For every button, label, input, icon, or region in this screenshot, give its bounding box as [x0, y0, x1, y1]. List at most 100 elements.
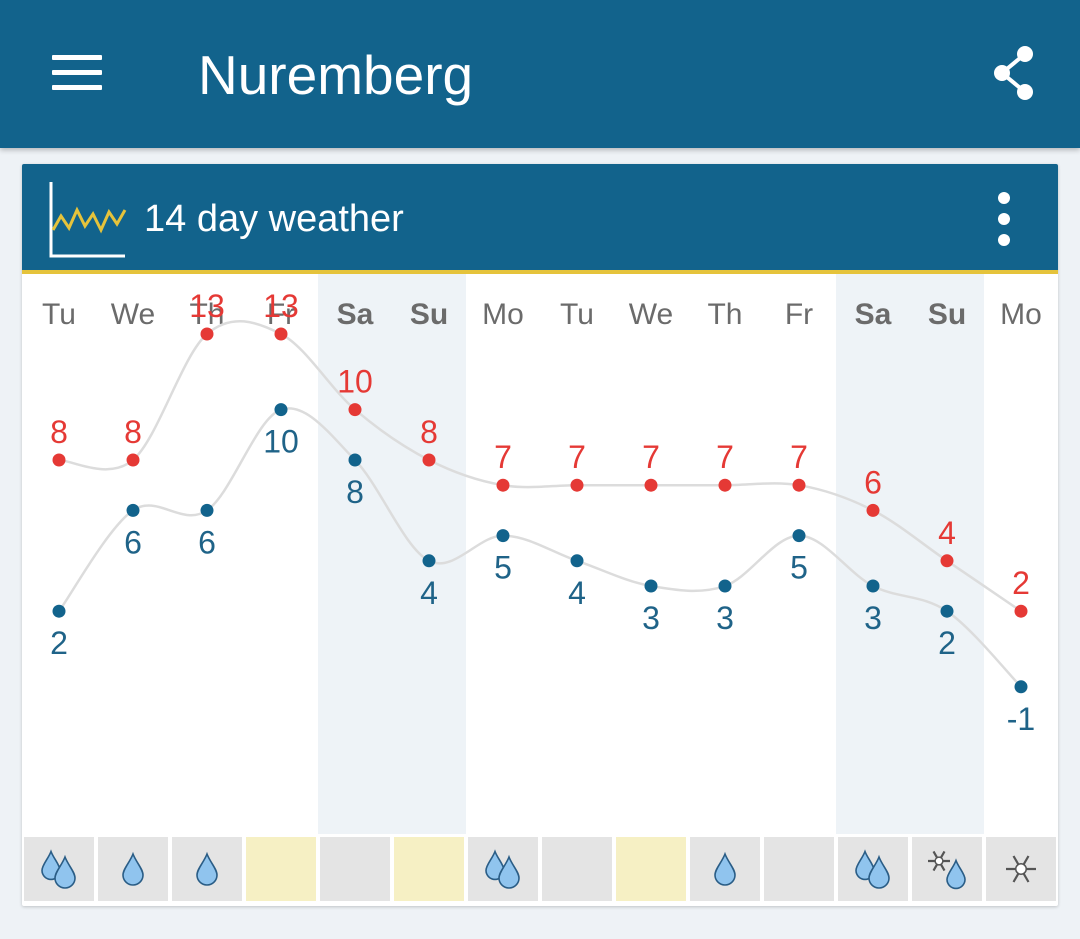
high-temp-point	[348, 403, 362, 417]
high-temp-point	[718, 478, 732, 492]
high-temp-point	[52, 453, 66, 467]
line-chart-icon	[47, 180, 127, 260]
low-temp-point	[792, 529, 806, 543]
high-temp-point	[866, 503, 880, 517]
high-temp-point	[274, 327, 288, 341]
high-temp-label: 2	[1012, 565, 1030, 601]
day-label: Tu	[42, 298, 76, 331]
day-label: Th	[707, 298, 742, 331]
low-temp-label: 2	[938, 625, 956, 661]
day-label: Fr	[267, 298, 295, 331]
high-temp-label: 13	[189, 288, 225, 324]
high-temp-point	[1014, 604, 1028, 618]
high-temp-label: 7	[716, 439, 734, 475]
low-temp-label: 3	[642, 600, 660, 636]
heavy-rain-icon	[498, 854, 520, 889]
high-temp-label: 4	[938, 515, 956, 551]
high-temp-label: 8	[124, 414, 142, 450]
low-temp-point	[200, 503, 214, 517]
day-label: Mo	[1000, 298, 1042, 331]
card-header: 14 day weather	[22, 164, 1058, 270]
day-label: Sa	[337, 298, 374, 331]
day-label: Mo	[482, 298, 524, 331]
high-temp-label: 7	[790, 439, 808, 475]
heavy-rain-icon	[41, 849, 61, 881]
low-temp-point	[570, 554, 584, 568]
precip-cell	[912, 837, 982, 901]
high-temp-point	[570, 478, 584, 492]
rain-drop-icon	[122, 851, 144, 886]
high-temp-point	[940, 554, 954, 568]
precip-cell	[764, 837, 834, 901]
day-label: Tu	[560, 298, 594, 331]
low-temp-label: 6	[198, 524, 216, 560]
weekend-shade	[318, 274, 392, 834]
rain-drop-icon	[714, 851, 736, 886]
high-temp-point	[792, 478, 806, 492]
low-temp-point	[52, 604, 66, 618]
snowflake-icon	[934, 856, 944, 866]
precip-cell	[320, 837, 390, 901]
heavy-rain-icon	[54, 854, 76, 889]
day-label: Su	[928, 298, 966, 331]
heavy-rain-icon	[868, 854, 890, 889]
hamburger-menu-icon[interactable]	[40, 44, 114, 104]
precip-cell	[616, 837, 686, 901]
high-temp-label: 10	[337, 364, 373, 400]
low-temp-point	[718, 579, 732, 593]
low-temp-point	[644, 579, 658, 593]
weekend-shade	[392, 274, 466, 834]
snowflake-icon	[1015, 863, 1027, 875]
low-temp-label: 4	[420, 575, 438, 611]
weekend-shade	[836, 274, 910, 834]
low-temp-point	[496, 529, 510, 543]
high-temp-label: 7	[494, 439, 512, 475]
high-temp-point	[422, 453, 436, 467]
low-temp-label: 6	[124, 524, 142, 560]
rain-drop-icon	[196, 851, 218, 886]
low-temp-point	[1014, 680, 1028, 694]
high-temp-point	[496, 478, 510, 492]
precip-cell	[542, 837, 612, 901]
high-temp-label: 8	[420, 414, 438, 450]
low-temp-label: 10	[263, 424, 299, 460]
app-title: Nuremberg	[198, 44, 474, 106]
high-temp-label: 8	[50, 414, 68, 450]
low-temp-label: 4	[568, 575, 586, 611]
high-temp-label: 7	[642, 439, 660, 475]
day-label: We	[629, 298, 673, 331]
day-label: Su	[410, 298, 448, 331]
day-label: Sa	[855, 298, 892, 331]
high-temp-label: 6	[864, 464, 882, 500]
rain-drop-icon	[946, 858, 966, 890]
high-temp-point	[644, 478, 658, 492]
day-label: We	[111, 298, 155, 331]
share-icon[interactable]	[985, 40, 1045, 106]
app-bar: Nuremberg	[0, 0, 1080, 148]
high-temp-label: 13	[263, 288, 299, 324]
heavy-rain-icon	[855, 849, 875, 881]
low-temp-point	[866, 579, 880, 593]
high-temp-point	[200, 327, 214, 341]
weekend-shade	[910, 274, 984, 834]
low-temp-label: 8	[346, 474, 364, 510]
high-temp-label: 7	[568, 439, 586, 475]
header-accent-line	[22, 270, 1058, 274]
high-temp-point	[126, 453, 140, 467]
low-temp-point	[422, 554, 436, 568]
low-temp-label: 3	[716, 600, 734, 636]
precip-cell	[394, 837, 464, 901]
card-title: 14 day weather	[144, 198, 404, 240]
low-temp-point	[940, 604, 954, 618]
precip-cell	[246, 837, 316, 901]
heavy-rain-icon	[485, 849, 505, 881]
low-temp-label: 2	[50, 625, 68, 661]
low-temp-label: 5	[494, 550, 512, 586]
low-temp-label: -1	[1007, 701, 1035, 737]
low-temp-point	[126, 503, 140, 517]
more-vert-icon[interactable]	[982, 184, 1026, 254]
low-temp-label: 5	[790, 550, 808, 586]
low-temp-point	[274, 403, 288, 417]
low-temp-label: 3	[864, 600, 882, 636]
